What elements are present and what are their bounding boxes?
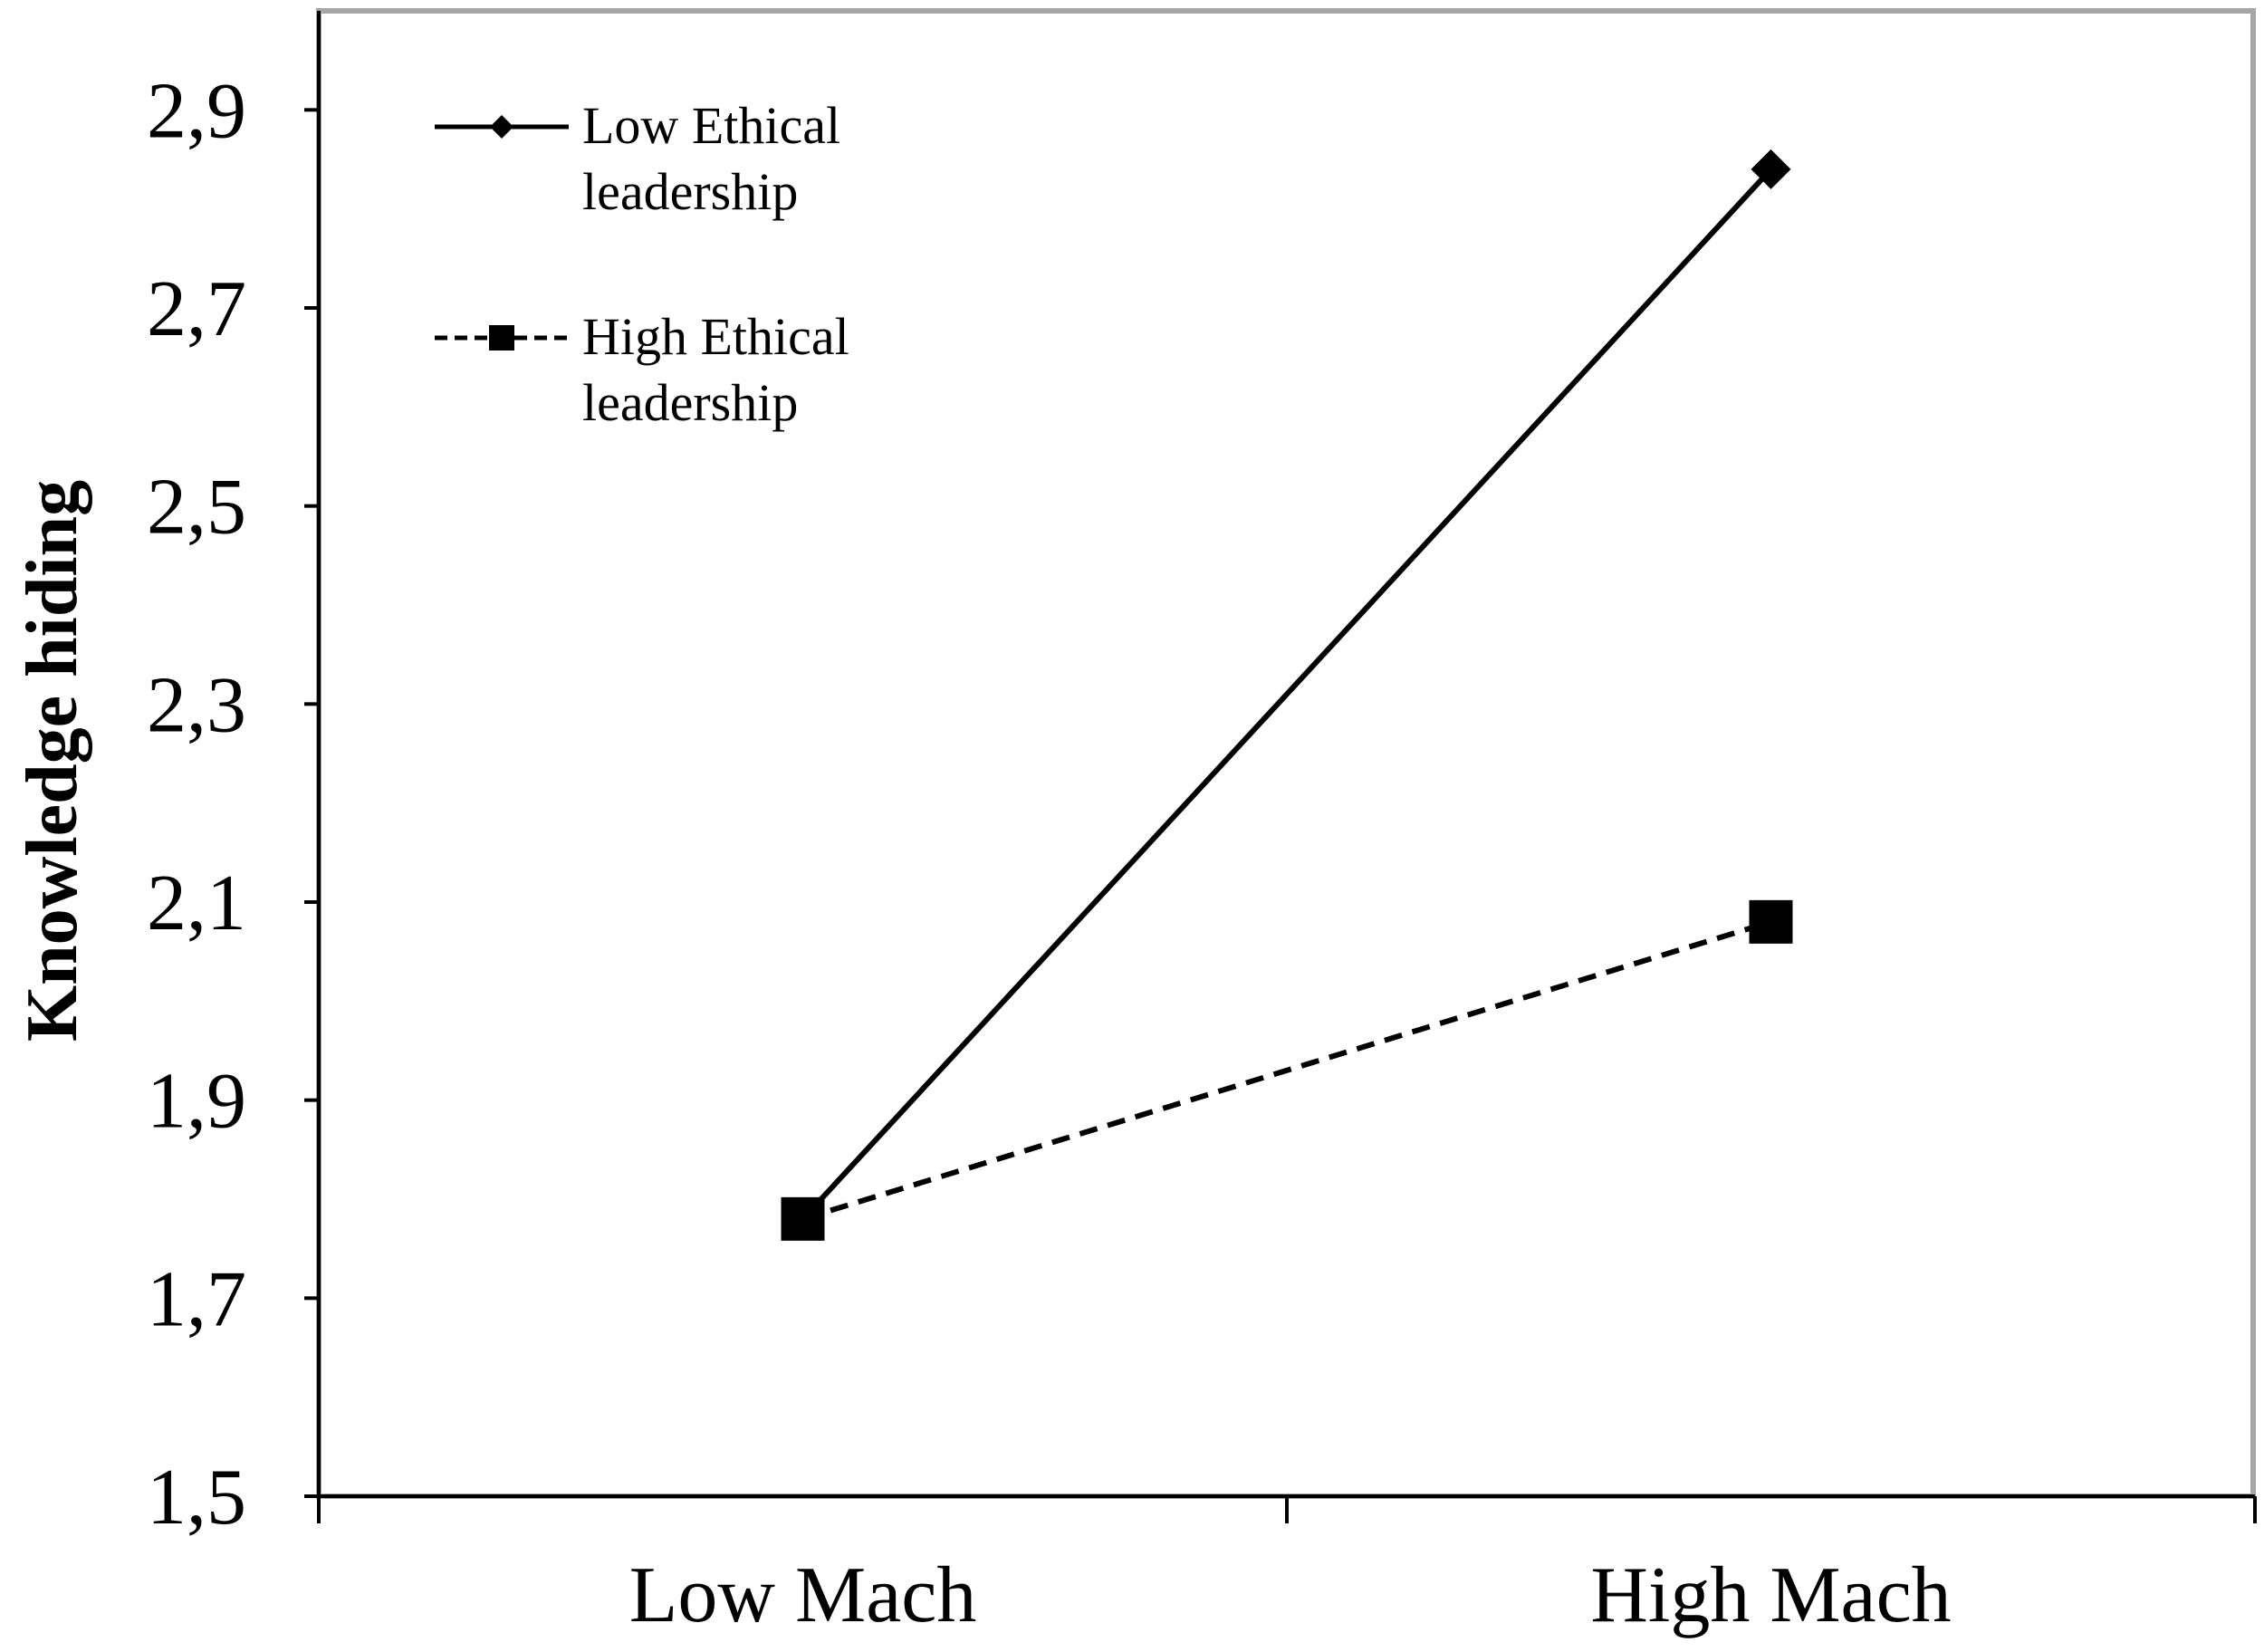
y-axis-title: Knowledge hiding [13,480,92,1042]
y-tick-label: 1,7 [147,1255,246,1343]
y-tick-label: 2,5 [147,464,246,552]
y-axis-ticks: 1,5 1,7 1,9 2,1 2,3 2,5 2,7 2,9 [147,67,319,1542]
y-tick-label: 1,5 [147,1454,246,1542]
legend-label-1: leadership [582,373,798,432]
legend-marker-0 [490,115,513,139]
series-line-1 [801,918,1772,1222]
y-tick-label: 2,7 [147,265,246,353]
data-point-1-0 [781,1196,825,1241]
x-tick-label: Low Mach [629,1551,977,1639]
legend-label-0: leadership [582,162,798,221]
legend: Low Ethical leadership High Ethical leaders… [435,96,849,432]
series-layer [781,149,1793,1241]
series-line-0 [801,167,1773,1221]
y-tick-label: 2,1 [147,860,246,947]
legend-label-1: High Ethical [582,307,849,366]
x-axis-ticks: Low Mach High Mach [317,1496,2257,1639]
y-tick-label: 2,9 [147,67,246,155]
y-tick-label: 1,9 [147,1058,246,1146]
legend-marker-1 [489,325,514,351]
y-tick-label: 2,3 [147,661,246,749]
data-point-0-1 [1751,149,1791,189]
x-tick-label: High Mach [1590,1551,1951,1639]
data-point-1-1 [1749,899,1793,944]
legend-label-0: Low Ethical [582,96,840,155]
